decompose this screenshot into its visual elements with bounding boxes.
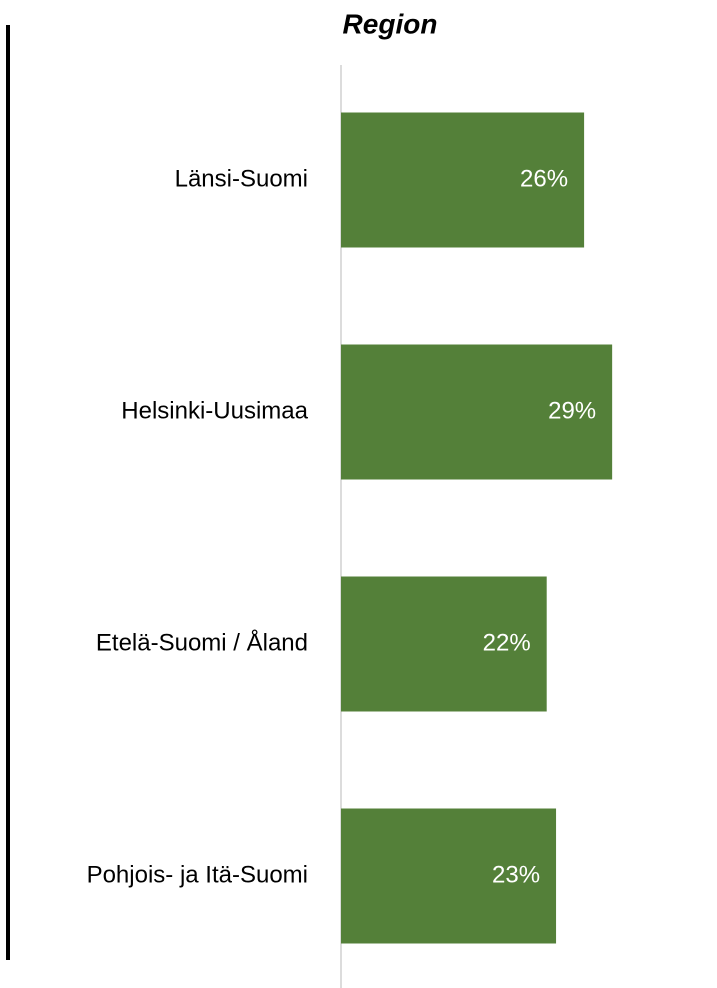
bar: [341, 576, 547, 712]
category-label: Pohjois- ja Itä-Suomi: [87, 861, 308, 888]
chart-title: Region: [343, 8, 438, 39]
data-label: 22%: [483, 629, 531, 656]
category-label: Helsinki-Uusimaa: [121, 397, 308, 424]
bar: [341, 112, 585, 248]
bar: [341, 808, 557, 944]
bar: [341, 344, 613, 480]
data-label: 26%: [520, 165, 568, 192]
category-label: Etelä-Suomi / Åland: [96, 628, 308, 656]
category-label: Länsi-Suomi: [175, 165, 308, 192]
data-label: 23%: [492, 861, 540, 888]
data-label: 29%: [548, 397, 596, 424]
